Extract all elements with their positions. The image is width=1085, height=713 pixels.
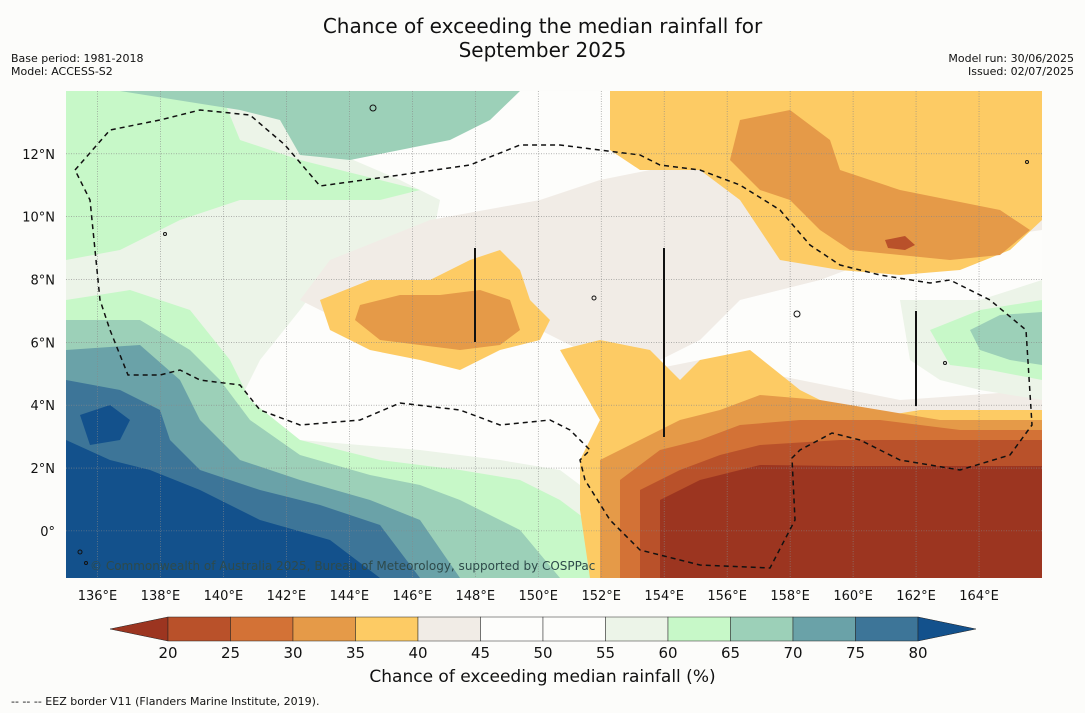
x-tick-label: 142°E	[267, 589, 307, 604]
model-run-text: Model run: 30/06/2025	[948, 52, 1074, 65]
model-text: Model: ACCESS-S2	[11, 65, 113, 78]
island	[369, 104, 377, 112]
colorbar-tick-label: 25	[221, 644, 240, 662]
region-70-east	[970, 312, 1042, 365]
base-period-text: Base period: 1981-2018	[11, 52, 144, 65]
eez-legend-note: -- -- -- EEZ border V11 (Flanders Marine…	[11, 695, 320, 708]
colorbar-cells	[167, 616, 919, 642]
map-title: Chance of exceeding the median rainfall …	[0, 14, 1085, 62]
black-markers	[474, 248, 917, 437]
x-tick-label: 152°E	[581, 589, 621, 604]
colorbar-cell	[480, 616, 544, 642]
y-tick-label: 8°N	[31, 274, 56, 289]
island	[77, 549, 83, 555]
x-tick-label: 146°E	[393, 589, 433, 604]
colorbar-cell	[855, 616, 919, 642]
map-plot-area: © Commonwealth of Australia 2025, Bureau…	[66, 91, 1042, 578]
x-tick-label: 136°E	[78, 589, 118, 604]
meta-left: Base period: 1981-2018 Model: ACCESS-S2	[11, 52, 143, 78]
island	[793, 310, 801, 318]
x-tick-label: 148°E	[456, 589, 496, 604]
colorbar-tick-labels: 20 25 30 35 40 45 50 55 60 65 70 75 80	[158, 644, 927, 662]
x-tick-label: 158°E	[770, 589, 810, 604]
y-tick-label: 0°	[40, 525, 55, 540]
x-tick-label: 150°E	[518, 589, 558, 604]
issued-text: Issued: 02/07/2025	[967, 65, 1074, 78]
region-85-southwest	[66, 440, 380, 578]
colorbar-high-arrow	[917, 616, 977, 642]
colorbar-cell	[667, 616, 731, 642]
y-tick-labels: 12°N 10°N 8°N 6°N 4°N 2°N 0°	[22, 148, 55, 540]
colorbar-tick-label: 70	[783, 644, 802, 662]
colorbar-low-arrow	[109, 616, 169, 642]
island	[84, 561, 88, 565]
colorbar-tick-label: 50	[533, 644, 552, 662]
island	[163, 232, 167, 236]
region-25-patch	[885, 236, 915, 250]
title-line-2: September 2025	[458, 38, 627, 62]
colorbar-tick-label: 65	[721, 644, 740, 662]
colorbar-cell	[167, 616, 231, 642]
islands	[77, 104, 1029, 565]
colorbar-title: Chance of exceeding median rainfall (%)	[369, 667, 716, 687]
colorbar-tick-label: 35	[346, 644, 365, 662]
y-tick-label: 4°N	[31, 399, 56, 414]
colorbar-tick-label: 75	[846, 644, 865, 662]
colorbar-cell	[292, 616, 356, 642]
island	[943, 361, 947, 365]
y-tick-label: 2°N	[31, 462, 56, 477]
colorbar-cell	[355, 616, 419, 642]
x-tick-label: 156°E	[707, 589, 747, 604]
colorbar-tick-label: 40	[408, 644, 427, 662]
region-35-central	[355, 290, 520, 350]
meta-right: Model run: 30/06/2025 Issued: 02/07/2025	[948, 52, 1074, 78]
region-70-north	[120, 91, 520, 160]
x-tick-labels: 136°E 138°E 140°E 142°E 144°E 146°E 148°E 150°E…	[78, 589, 999, 604]
x-tick-label: 140°E	[204, 589, 244, 604]
colorbar-tick-label: 60	[658, 644, 677, 662]
x-tick-label: 160°E	[833, 589, 873, 604]
region-20-south	[660, 465, 1042, 578]
colorbar-cell	[792, 616, 856, 642]
colorbar-tick-label: 20	[158, 644, 177, 662]
colorbar-tick-label: 55	[596, 644, 615, 662]
x-tick-label: 154°E	[644, 589, 684, 604]
x-tick-label: 144°E	[330, 589, 370, 604]
island	[1025, 160, 1029, 164]
colorbar: 20 25 30 35 40 45 50 55 60 65 70 75 80	[109, 616, 977, 662]
colorbar-cell	[542, 616, 606, 642]
colorbar-cell	[605, 616, 669, 642]
island	[591, 295, 597, 301]
y-tick-label: 6°N	[31, 336, 56, 351]
x-tick-label: 138°E	[141, 589, 181, 604]
copyright-text: © Commonwealth of Australia 2025, Bureau…	[90, 559, 595, 573]
region-35-northeast	[730, 110, 1030, 260]
region-85-patch	[80, 405, 130, 445]
title-line-1: Chance of exceeding the median rainfall …	[322, 14, 763, 38]
x-tick-label: 162°E	[896, 589, 936, 604]
x-tick-label: 164°E	[959, 589, 999, 604]
colorbar-cell	[730, 616, 794, 642]
colorbar-cell	[417, 616, 481, 642]
colorbar-tick-label: 30	[283, 644, 302, 662]
colorbar-tick-label: 45	[471, 644, 490, 662]
region-65-west	[66, 91, 420, 260]
graticule-lines	[66, 91, 1042, 578]
colorbar-tick-label: 80	[908, 644, 927, 662]
y-tick-label: 12°N	[22, 148, 55, 163]
y-tick-label: 10°N	[22, 211, 55, 226]
colorbar-cell	[230, 616, 294, 642]
